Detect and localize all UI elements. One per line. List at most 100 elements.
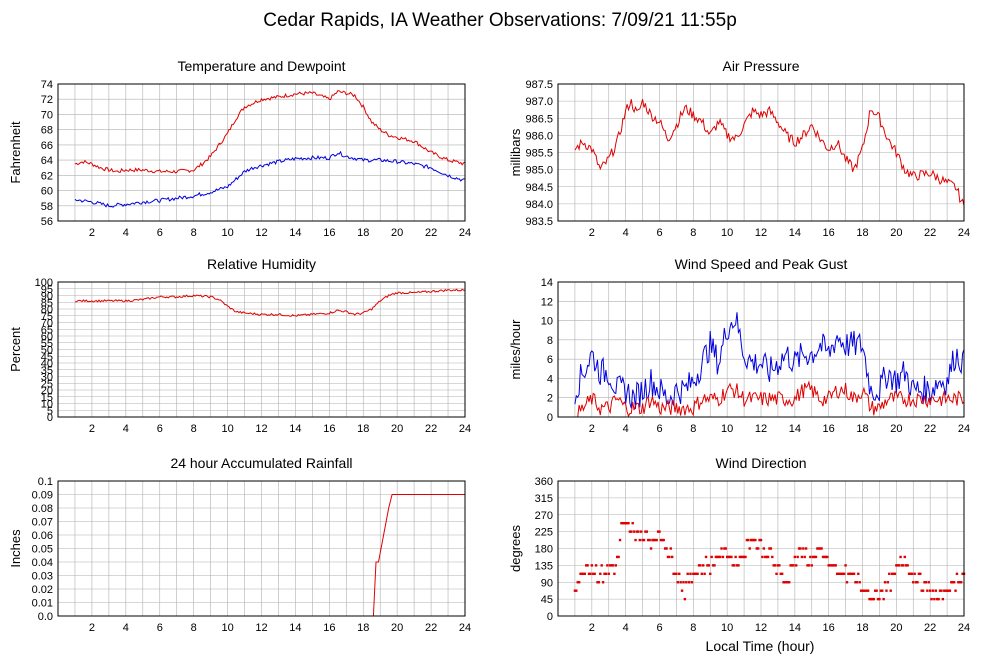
data-point <box>862 589 866 592</box>
data-point <box>897 564 901 567</box>
data-point <box>575 589 578 592</box>
y-tick-label: 225 <box>535 527 553 539</box>
data-point <box>656 530 660 533</box>
x-tick-label: 22 <box>425 227 437 239</box>
data-point <box>685 581 688 584</box>
y-tick-label: 985.5 <box>525 148 553 160</box>
x-tick-label: 12 <box>255 622 267 634</box>
chart-title: Relative Humidity <box>207 256 316 272</box>
y-tick-label: 64 <box>41 155 53 167</box>
data-point <box>658 530 661 533</box>
data-point <box>941 597 945 601</box>
data-point <box>740 555 743 559</box>
data-point <box>683 597 687 601</box>
data-point <box>665 547 668 550</box>
data-point <box>661 538 664 542</box>
x-tick-label: 20 <box>391 622 403 634</box>
data-point <box>783 581 787 584</box>
y-tick-label: 12 <box>541 296 553 308</box>
data-point <box>603 572 606 576</box>
data-point <box>837 572 840 576</box>
data-point <box>711 564 715 567</box>
x-tick-label: 4 <box>623 423 629 435</box>
data-point <box>792 564 795 567</box>
data-point <box>596 581 599 584</box>
x-tick-label: 16 <box>323 622 335 634</box>
data-point <box>813 555 816 559</box>
x-tick-label: 4 <box>123 423 129 435</box>
data-point <box>806 564 809 567</box>
x-tick-label: 2 <box>589 227 595 239</box>
data-point <box>675 572 678 576</box>
data-point <box>879 589 883 592</box>
data-point <box>678 572 681 576</box>
data-point <box>820 547 823 550</box>
data-point <box>944 589 947 592</box>
data-point <box>840 572 843 576</box>
data-point <box>751 538 754 542</box>
data-point <box>710 555 713 559</box>
data-point <box>910 572 914 576</box>
x-tick-label: 20 <box>890 622 902 634</box>
data-point <box>682 581 685 584</box>
data-point <box>835 572 839 576</box>
data-point <box>913 572 916 576</box>
data-point <box>889 589 892 592</box>
data-point <box>952 581 956 584</box>
chart-title: Wind Speed and Peak Gust <box>675 256 848 272</box>
data-point <box>785 581 788 584</box>
x-tick-label: 2 <box>89 423 95 435</box>
y-tick-label: 986.5 <box>525 113 553 125</box>
x-tick-label: 4 <box>123 227 129 239</box>
data-point <box>890 572 894 576</box>
x-tick-label: 4 <box>123 622 129 634</box>
x-tick-label: 24 <box>958 227 970 239</box>
data-point <box>582 572 585 576</box>
y-tick-label: 20 <box>41 385 53 397</box>
data-point <box>690 581 694 584</box>
data-point <box>738 555 742 559</box>
data-point <box>959 581 963 584</box>
data-point <box>697 564 701 567</box>
data-point <box>800 555 804 559</box>
data-point <box>632 530 636 533</box>
data-point <box>831 564 835 567</box>
y-tick-label: 0.02 <box>32 584 53 596</box>
data-point <box>580 572 584 576</box>
y-tick-label: 14 <box>541 277 553 289</box>
y-tick-label: 10 <box>541 316 553 328</box>
data-point <box>955 572 959 576</box>
x-tick-label: 6 <box>656 227 662 239</box>
data-point <box>718 555 722 559</box>
data-point <box>795 564 798 567</box>
data-point <box>635 530 639 533</box>
x-tick-label: 24 <box>958 622 970 634</box>
data-point <box>610 564 613 567</box>
data-point <box>864 589 867 592</box>
x-tick-label: 8 <box>191 227 197 239</box>
data-point <box>613 572 616 576</box>
chart-rain: 24 hour Accumulated RainfallInches0.00.0… <box>8 455 471 634</box>
data-point <box>724 547 727 550</box>
data-point <box>954 589 957 592</box>
x-tick-label: 18 <box>856 227 868 239</box>
series-line <box>75 494 465 617</box>
data-point <box>823 555 826 559</box>
data-point <box>841 572 844 576</box>
x-tick-label: 8 <box>191 423 197 435</box>
x-tick-label: 22 <box>425 622 437 634</box>
data-point <box>577 581 581 584</box>
data-point <box>573 589 577 592</box>
data-point <box>642 538 646 542</box>
data-point <box>945 589 949 592</box>
x-tick-label: 4 <box>623 227 629 239</box>
y-tick-label: 60 <box>41 186 53 198</box>
data-point <box>938 589 942 592</box>
data-point <box>859 589 863 592</box>
x-tick-label: 10 <box>721 622 733 634</box>
y-tick-label: 8 <box>547 335 553 347</box>
data-point <box>844 564 847 567</box>
data-point <box>592 572 595 576</box>
data-point <box>919 572 922 576</box>
data-point <box>741 555 744 559</box>
